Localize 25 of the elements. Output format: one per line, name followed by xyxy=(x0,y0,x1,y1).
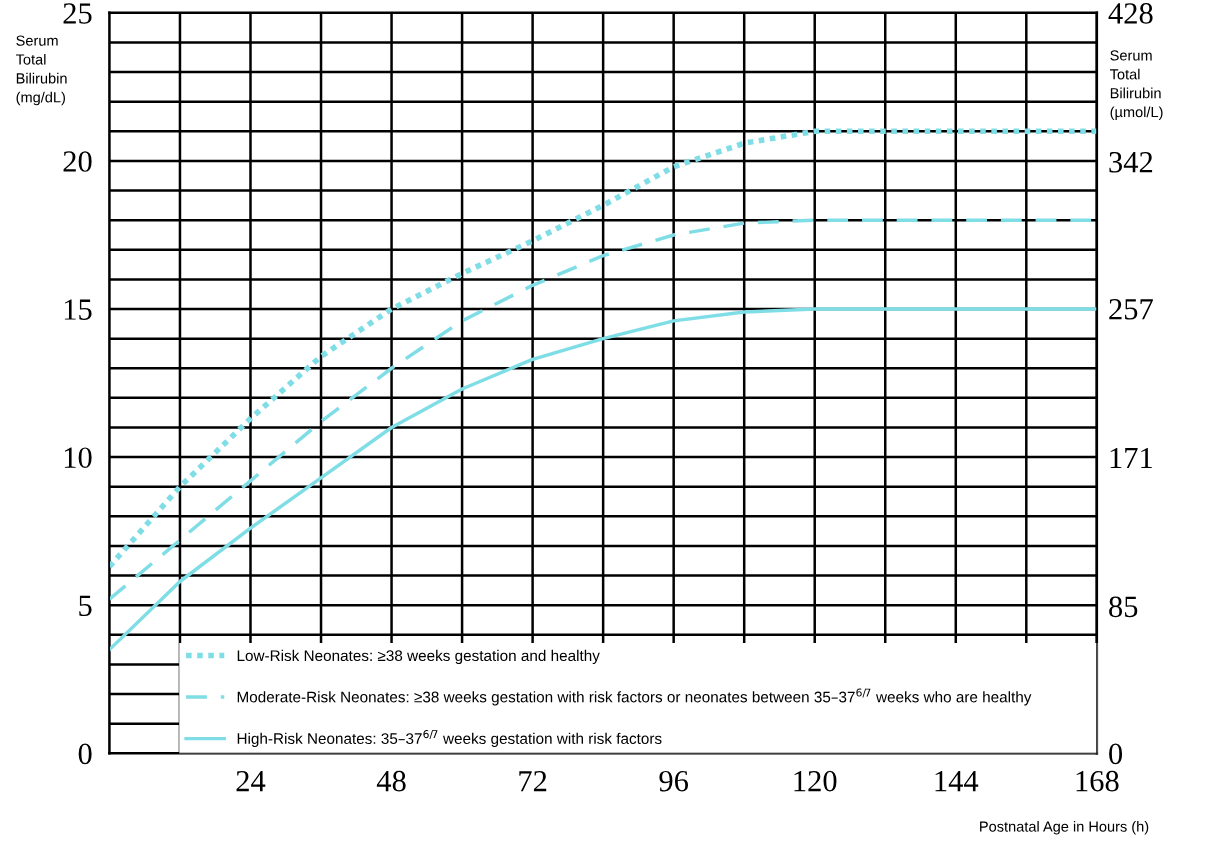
x-tick-label: 72 xyxy=(519,770,547,792)
y2-axis-title: Serum Total Bilirubin (µmol/L) xyxy=(1110,50,1163,121)
y2-tick-label: 257 xyxy=(1109,299,1153,320)
legend-label: Moderate-Risk Neonates: ≥38 weeks gestation with risk factors or neonates between 35–37$^{6/7}$ weeks who are healthy xyxy=(237,688,1032,706)
y2-tick-label: 0 xyxy=(1109,743,1123,765)
y2-tick-label: 428 xyxy=(1108,3,1153,24)
y2-tick-label: 342 xyxy=(1109,151,1153,173)
y-tick-label: 10 xyxy=(64,447,92,469)
x-tick-label: 120 xyxy=(794,770,837,792)
x-tick-label: 168 xyxy=(1076,770,1119,792)
x-tick-label: 144 xyxy=(935,770,979,792)
y2-tick-label: 85 xyxy=(1109,596,1138,618)
y-tick-label: 0 xyxy=(78,743,92,765)
legend-label: Low-Risk Neonates: ≥38 weeks gestation and healthy xyxy=(237,649,600,665)
y-tick-label: 25 xyxy=(63,3,92,24)
legend-label: High-Risk Neonates: 35–37$^{6/7}$ weeks gestation with risk factors xyxy=(237,730,662,748)
y-tick-label: 15 xyxy=(64,299,92,320)
x-tick-label: 48 xyxy=(376,770,406,792)
y-tick-label: 5 xyxy=(79,595,92,617)
x-tick-label: 96 xyxy=(659,770,689,792)
y-tick-label: 20 xyxy=(63,151,92,172)
x-tick-label: 24 xyxy=(236,770,266,792)
x-axis-title: Postnatal Age in Hours (h) xyxy=(980,821,1149,835)
y2-tick-label: 171 xyxy=(1110,447,1152,469)
y-axis-title: Serum Total Bilirubin (mg/dL) xyxy=(15,35,67,106)
